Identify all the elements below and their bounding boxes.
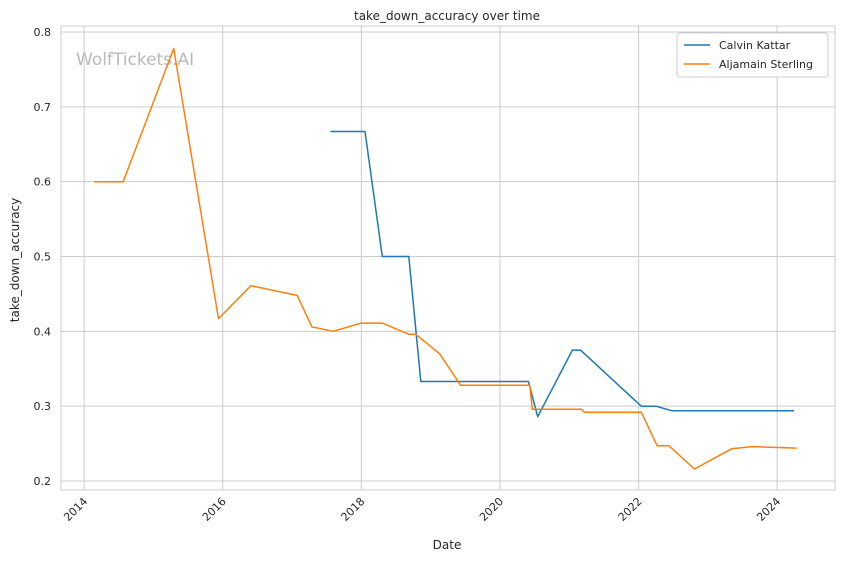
plot-background (60, 25, 836, 491)
chart-title: take_down_accuracy over time (354, 9, 540, 23)
series-line-calvin-kattar (330, 130, 794, 418)
x-axis-label: Date (433, 538, 462, 552)
y-tick-label: 0.5 (34, 251, 52, 264)
y-axis-label: take_down_accuracy (8, 198, 22, 322)
x-tick-label: 2014 (61, 495, 90, 524)
x-tick-label: 2020 (477, 495, 506, 524)
y-tick-label: 0.4 (34, 325, 52, 338)
grid-lines (61, 26, 835, 490)
y-axis-ticks: 0.2 0.3 0.4 0.5 0.6 0.7 0.8 (34, 26, 52, 488)
y-tick-label: 0.7 (34, 101, 52, 114)
legend-box (676, 32, 829, 78)
x-axis-ticks: 2014 2016 2018 2020 2022 2024 (61, 495, 783, 524)
legend-label-aljamain-sterling: Aljamain Sterling (719, 58, 813, 71)
y-tick-label: 0.8 (34, 26, 52, 39)
y-tick-label: 0.6 (34, 176, 52, 189)
watermark: WolfTickets.AI (76, 50, 194, 70)
legend: Calvin Kattar Aljamain Sterling (676, 32, 829, 78)
x-tick-label: 2024 (754, 495, 783, 524)
y-tick-label: 0.2 (34, 475, 52, 488)
x-tick-label: 2022 (616, 495, 645, 524)
y-tick-label: 0.3 (34, 400, 52, 413)
x-tick-label: 2018 (339, 495, 368, 524)
series-line-aljamain-sterling (94, 47, 797, 470)
x-tick-label: 2016 (200, 495, 229, 524)
legend-label-calvin-kattar: Calvin Kattar (719, 39, 791, 52)
series-lines (94, 47, 797, 470)
